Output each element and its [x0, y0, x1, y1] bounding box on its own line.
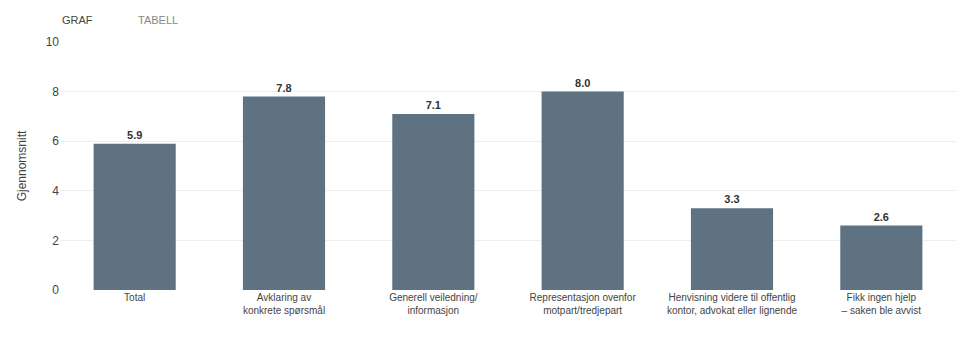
svg-text:5.9: 5.9 — [127, 129, 142, 141]
svg-text:Avklaring avkonkrete spørsmål: Avklaring avkonkrete spørsmål — [243, 292, 325, 316]
svg-text:TABELL: TABELL — [138, 14, 178, 26]
svg-text:GRAF: GRAF — [62, 14, 93, 26]
svg-text:Gjennomsnitt: Gjennomsnitt — [15, 130, 29, 201]
svg-text:2.6: 2.6 — [874, 211, 889, 223]
svg-text:Representasjon ovenformotpart/: Representasjon ovenformotpart/tredjepart — [530, 292, 637, 316]
svg-text:8.0: 8.0 — [575, 77, 590, 89]
svg-text:7.1: 7.1 — [426, 99, 441, 111]
svg-text:4: 4 — [52, 184, 59, 198]
svg-text:10: 10 — [46, 35, 60, 49]
svg-text:Henvisning videre til offentli: Henvisning videre til offentligkontor, a… — [667, 292, 798, 316]
svg-text:Total: Total — [124, 292, 145, 303]
svg-text:7.8: 7.8 — [276, 82, 291, 94]
svg-text:Generell veiledning/informasjo: Generell veiledning/informasjon — [389, 292, 478, 316]
svg-text:2: 2 — [52, 234, 59, 248]
svg-text:Fikk ingen hjelp– saken ble av: Fikk ingen hjelp– saken ble avvist — [842, 292, 922, 316]
svg-text:0: 0 — [52, 283, 59, 297]
svg-text:3.3: 3.3 — [724, 193, 739, 205]
svg-text:8: 8 — [52, 85, 59, 99]
svg-text:6: 6 — [52, 134, 59, 148]
